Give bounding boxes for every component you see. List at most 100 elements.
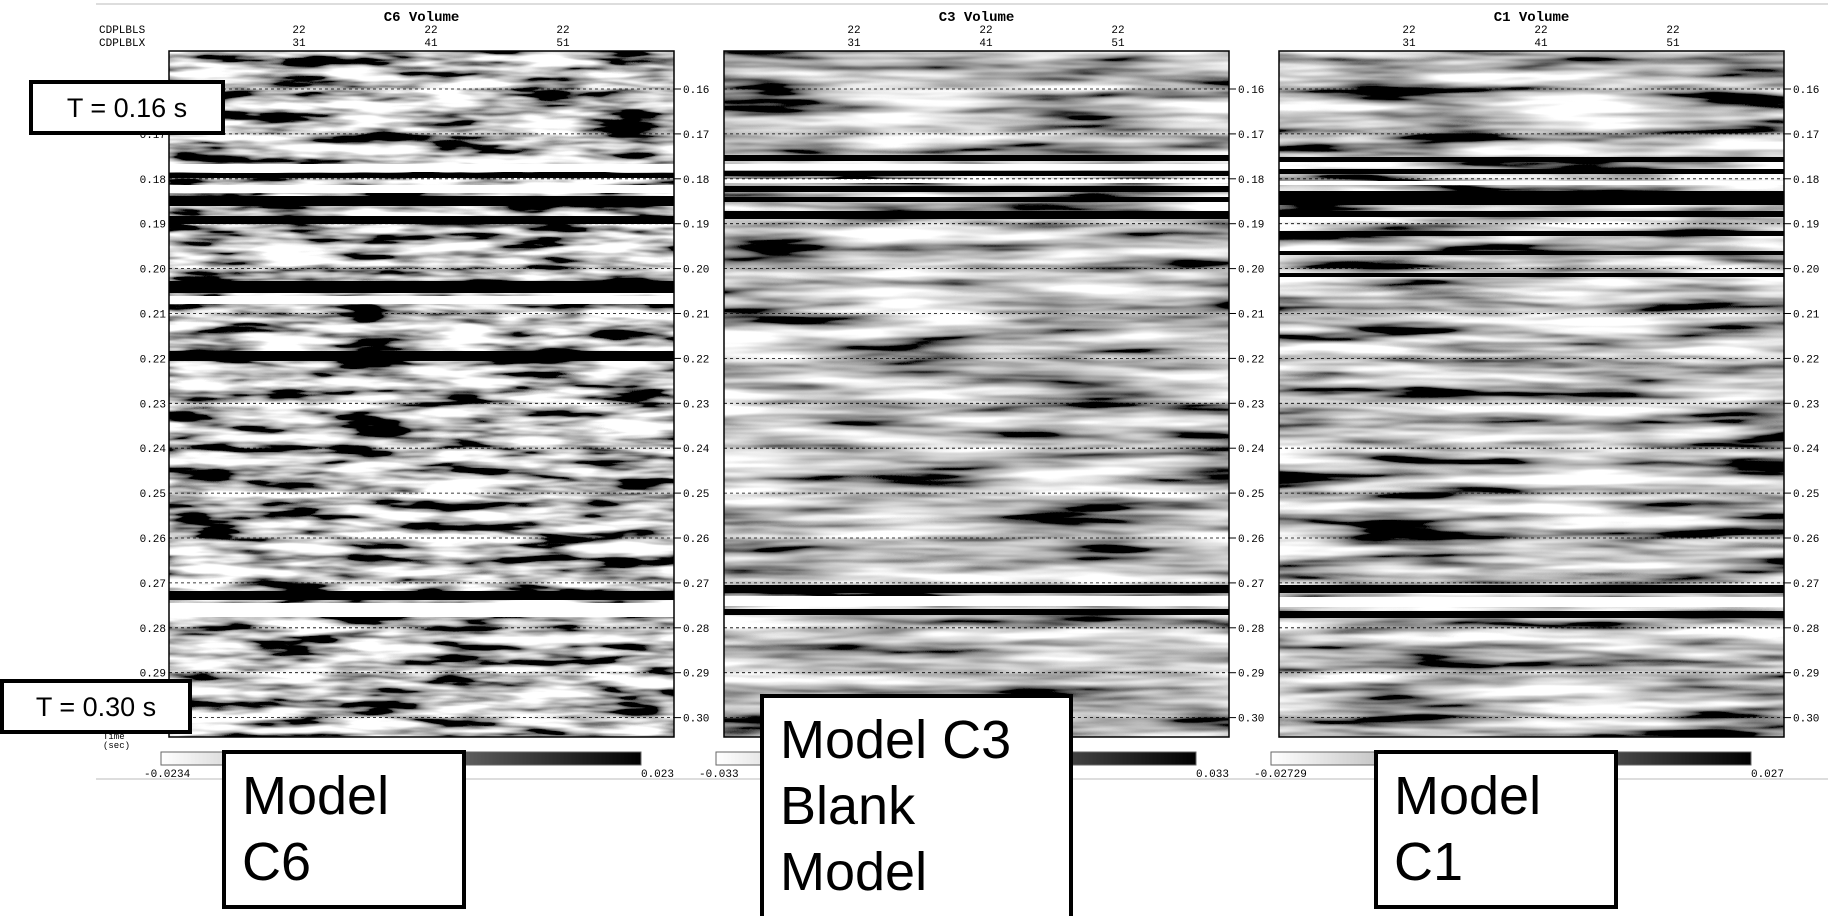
time-tick-label: 0.30 [1793,714,1819,726]
time-tick-label: 0.19 [1793,220,1819,232]
time-tick-label: 0.20 [1793,265,1819,277]
figure: CDPLBLS CDPLBLX Time (sec) C6 Volume2231… [0,0,1828,916]
reflector [724,596,1229,606]
time-tick-label: 0.28 [1238,624,1264,636]
reflector [169,196,674,206]
reflector [1279,597,1784,607]
time-tick-label: 0.19 [683,220,709,232]
trace-label: 51 [1111,38,1125,50]
panel-title: C3 Volume [939,10,1015,26]
seismic-image [169,51,674,737]
reflector [1279,157,1784,162]
time-tick-label: 0.16 [1238,85,1264,97]
reflector [169,591,674,600]
reflector [1279,273,1784,277]
time-tick-label: 0.16 [1793,85,1819,97]
caption: C1 [1394,832,1463,892]
time-tick-label: 0.25 [1793,489,1819,501]
reflector [169,351,674,361]
time-tick-label: 0.19 [1238,220,1264,232]
reflector [1279,169,1784,174]
colorbar-min: -0.033 [699,769,739,781]
trace-label: 22 [556,25,569,37]
trace-label: 31 [1402,38,1416,50]
time-tick-label: 0.22 [1793,354,1819,366]
time-tick-label: 0.17 [1793,130,1819,142]
time-tick-label: 0.21 [1238,310,1265,322]
panel-title: C6 Volume [384,10,460,26]
reflector [1279,191,1784,205]
time-tick-label: 0.26 [1238,534,1264,546]
trace-label: 31 [292,38,306,50]
time-tick-label: 0.26 [140,534,166,546]
reflector [1279,611,1784,618]
time-tick-label: 0.16 [683,85,709,97]
trace-label: 41 [979,38,993,50]
time-tick-label: 0.23 [683,399,709,411]
time-tick-label: 0.20 [1238,265,1264,277]
time-tick-label: 0.29 [1238,669,1264,681]
reflector [1279,251,1784,255]
caption: C6 [242,832,311,892]
time-tick-label: 0.23 [1238,399,1264,411]
time-tick-label: 0.29 [683,669,709,681]
trace-label: 22 [424,25,437,37]
reflector [169,164,674,172]
time-tick-label: 0.30 [683,714,709,726]
seismic-image [1279,51,1784,737]
reflector [724,609,1229,615]
time-tick-label: 0.22 [140,354,166,366]
trace-label: 22 [1111,25,1124,37]
reflector [724,164,1229,170]
reflector [724,197,1229,202]
time-tick-label: 0.21 [1793,310,1820,322]
time-tick-label: 0.19 [140,220,166,232]
time-tick-label: 0.23 [1793,399,1819,411]
time-tick-label: 0.20 [140,265,166,277]
reflector [169,611,674,617]
time-tick-label: 0.24 [683,444,710,456]
axis-label: (sec) [103,741,130,751]
time-tick-label: 0.30 [1238,714,1264,726]
colorbar-min: -0.0234 [144,769,191,781]
trace-label: 22 [979,25,992,37]
seismic-image [724,51,1229,737]
time-tick-label: 0.25 [1238,489,1264,501]
trace-label: 22 [1402,25,1415,37]
reflector [169,296,674,304]
colorbar-min: -0.02729 [1254,769,1307,781]
time-tick-label: 0.17 [1238,130,1264,142]
time-tick-label: 0.21 [683,310,710,322]
trace-label: 51 [1666,38,1680,50]
reflector [724,171,1229,176]
time-tick-label: 0.27 [683,579,709,591]
time-tick-label: 0.24 [1238,444,1265,456]
time-tick-label: 0.28 [683,624,709,636]
callout: T = 0.16 s [67,93,187,123]
time-tick-label: 0.27 [1793,579,1819,591]
reflector [169,173,674,178]
trace-label: 31 [847,38,861,50]
time-tick-label: 0.26 [683,534,709,546]
trace-label: 22 [847,25,860,37]
time-tick-label: 0.28 [140,624,166,636]
time-tick-label: 0.29 [1793,669,1819,681]
time-tick-label: 0.24 [1793,444,1820,456]
time-tick-label: 0.20 [683,265,709,277]
time-tick-label: 0.22 [683,354,709,366]
time-tick-label: 0.17 [683,130,709,142]
caption: Model [1394,766,1541,826]
caption: Model [780,842,927,902]
time-tick-label: 0.18 [683,175,709,187]
trace-label: 22 [292,25,305,37]
time-tick-label: 0.18 [140,175,166,187]
time-tick-label: 0.25 [140,489,166,501]
time-tick-label: 0.23 [140,399,166,411]
reflector [1279,231,1784,236]
trace-label: 41 [424,38,438,50]
reflector [169,281,674,293]
reflector [1279,181,1784,185]
time-tick-label: 0.29 [140,669,166,681]
caption: Model C3 [780,710,1011,770]
callout: T = 0.30 s [36,692,156,722]
